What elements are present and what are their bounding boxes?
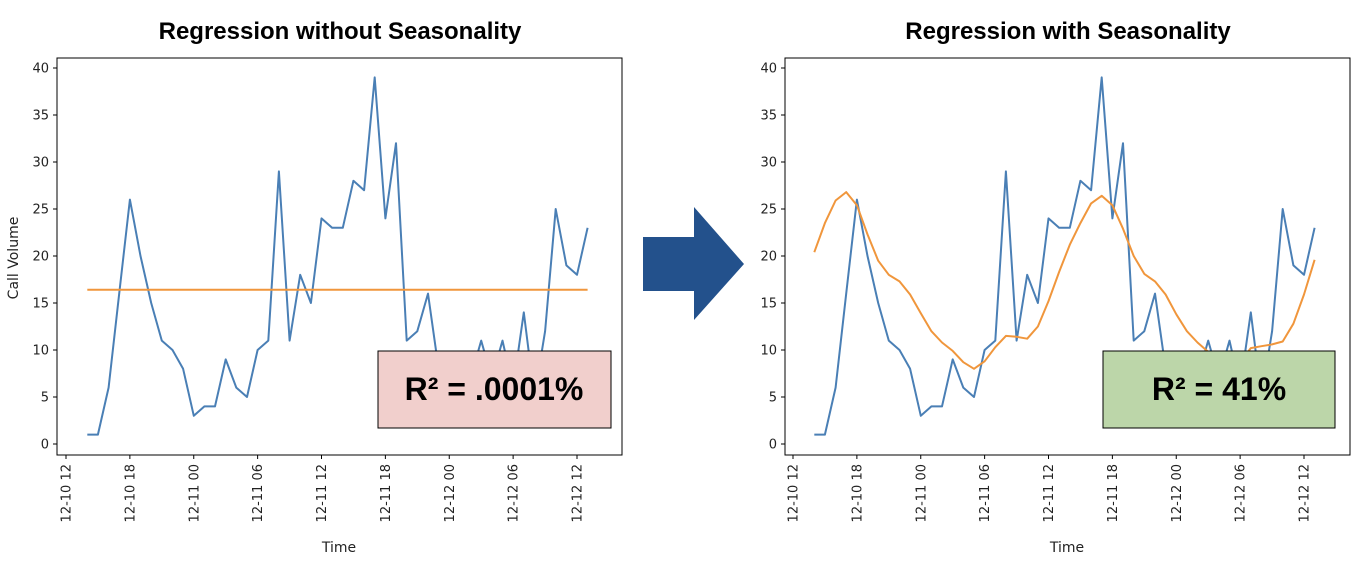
right-arrow-icon [643,207,744,320]
y-tick-label: 15 [760,297,777,312]
series-line-call-volume [814,76,1316,436]
y-tick-label: 0 [769,438,777,453]
x-tick-label: 12-11 12 [1042,464,1057,522]
y-tick-label: 40 [32,62,49,77]
x-tick-label: 12-11 06 [978,464,993,522]
y-tick-label: 35 [32,109,49,124]
y-tick-label: 10 [32,344,49,359]
x-tick-label: 12-12 12 [1298,464,1313,522]
y-tick-label: 40 [760,62,777,77]
x-tick-label: 12-10 18 [850,464,865,522]
chart-with-seasonality: Regression with Seasonality Time 0 5 10 15 2… [760,18,1351,556]
x-tick-label: 12-12 12 [571,464,586,522]
x-axis-label: Time [321,540,356,556]
x-tick-label: 12-10 12 [787,464,802,522]
x-tick-label: 12-12 00 [443,464,458,522]
chart-title: Regression without Seasonality [159,18,522,45]
y-tick-label: 25 [32,203,49,218]
r-squared-box [1102,350,1336,429]
r-squared-box [377,350,612,429]
y-tick-label: 15 [32,297,49,312]
r-squared-badge: R² = 41% [1102,350,1336,429]
y-tick-label: 25 [760,203,777,218]
y-tick-label: 0 [41,438,49,453]
chart-without-seasonality: Regression without Seasonality Time Call… [6,18,623,556]
x-tick-label: 12-12 06 [507,464,522,522]
x-tick-label: 12-10 18 [123,464,138,522]
series-line-call-volume [87,76,589,436]
x-tick-label: 12-12 06 [1234,464,1249,522]
y-tick-label: 20 [32,250,49,265]
plot-frame [784,57,1351,456]
r-squared-label: R² = .0001% [405,371,584,407]
x-tick-label: 12-11 00 [914,464,929,522]
axis-ticks: 0 5 10 15 20 25 30 35 40 12-10 12 12-10 18 12-11 00… [760,62,1312,523]
y-tick-label: 5 [41,391,49,406]
plot-frame [56,57,623,456]
x-tick-label: 12-11 18 [379,464,394,522]
y-tick-label: 5 [769,391,777,406]
x-tick-label: 12-12 00 [1170,464,1185,522]
y-tick-label: 35 [760,109,777,124]
x-tick-label: 12-11 06 [251,464,266,522]
chart-title: Regression with Seasonality [905,18,1231,45]
y-tick-label: 20 [760,250,777,265]
x-axis-label: Time [1049,540,1084,556]
r-squared-badge: R² = .0001% [377,350,612,429]
axis-ticks: 0 5 10 15 20 25 30 35 40 12-10 12 12-10 18 12-11 00… [32,62,585,523]
plot-lines [87,76,589,436]
y-axis-label: Call Volume [6,217,22,300]
y-tick-label: 30 [760,156,777,171]
y-tick-label: 30 [32,156,49,171]
x-tick-label: 12-11 12 [315,464,330,522]
x-tick-label: 12-11 00 [187,464,202,522]
y-tick-label: 10 [760,344,777,359]
x-tick-label: 12-10 12 [60,464,75,522]
x-tick-label: 12-11 18 [1106,464,1121,522]
r-squared-label: R² = 41% [1152,371,1286,407]
